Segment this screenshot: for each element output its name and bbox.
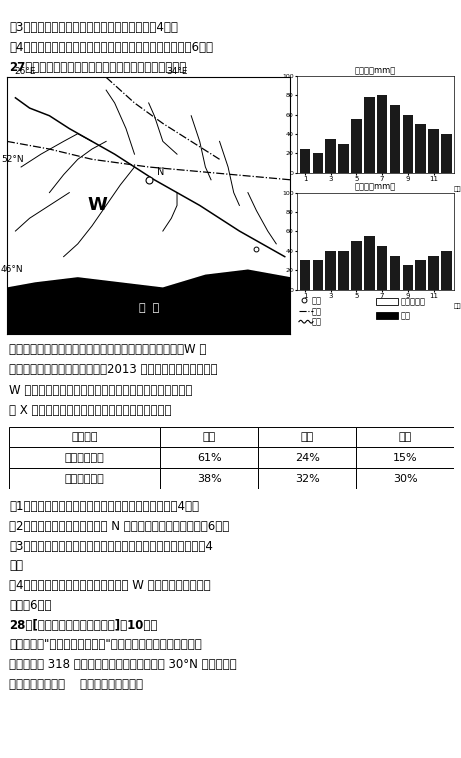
Title: 降水量（mm）: 降水量（mm） bbox=[355, 183, 396, 192]
Text: 甲河流域有大面积的黑土区，干流建有多个梯级水电站．W 国: 甲河流域有大面积的黑土区，干流建有多个梯级水电站．W 国 bbox=[9, 343, 207, 356]
Bar bbox=[377, 246, 387, 290]
Text: 海洋: 海洋 bbox=[401, 312, 411, 321]
Text: N: N bbox=[157, 168, 165, 177]
Text: 34°E: 34°E bbox=[167, 67, 188, 76]
Text: 河流: 河流 bbox=[312, 317, 321, 326]
Bar bbox=[415, 124, 426, 173]
Text: 32%: 32% bbox=[295, 474, 319, 484]
Polygon shape bbox=[7, 77, 290, 287]
Bar bbox=[356, 447, 454, 468]
Text: 春季: 春季 bbox=[203, 432, 216, 442]
Bar bbox=[428, 255, 439, 290]
Polygon shape bbox=[7, 269, 290, 334]
Bar bbox=[356, 468, 454, 489]
Text: 流量分配: 流量分配 bbox=[71, 432, 98, 442]
Bar bbox=[325, 251, 336, 290]
Bar bbox=[160, 447, 258, 468]
Bar bbox=[300, 149, 310, 173]
Text: 曾是原苏联的工业基地和粮仓．2013 年新疆生产建设兵团等与: 曾是原苏联的工业基地和粮仓．2013 年新疆生产建设兵团等与 bbox=[9, 363, 218, 376]
Text: W: W bbox=[88, 196, 107, 215]
Bar bbox=[160, 468, 258, 489]
Text: 24%: 24% bbox=[295, 453, 320, 463]
Title: 降水量（mm）: 降水量（mm） bbox=[355, 66, 396, 75]
Bar bbox=[351, 241, 362, 290]
Text: 黑  海: 黑 海 bbox=[139, 303, 159, 313]
Bar bbox=[415, 261, 426, 290]
Text: （4）简述当地从中国公司兴建剑麻农场中获得的利益．（6分）: （4）简述当地从中国公司兴建剑麻农场中获得的利益．（6分） bbox=[9, 41, 213, 54]
Text: 如图所示的"中国人的景观大道"是指从上海一直延伸到西藏樟: 如图所示的"中国人的景观大道"是指从上海一直延伸到西藏樟 bbox=[9, 638, 202, 651]
Text: （月）: （月） bbox=[454, 303, 461, 309]
Bar bbox=[428, 129, 439, 173]
Text: 27．如图示意世界某区域，阅读材料，回答下列问题．: 27．如图示意世界某区域，阅读材料，回答下列问题． bbox=[9, 61, 186, 74]
Bar bbox=[441, 134, 452, 173]
Bar bbox=[441, 251, 452, 290]
Bar bbox=[313, 153, 323, 173]
Text: 响．（6分）: 响．（6分） bbox=[9, 599, 52, 612]
Text: （月）: （月） bbox=[454, 186, 461, 192]
Text: 30%: 30% bbox=[393, 474, 418, 484]
Text: 52°N: 52°N bbox=[1, 155, 24, 164]
Bar bbox=[377, 96, 387, 173]
Text: 城市: 城市 bbox=[312, 296, 321, 305]
Text: （3）说明剑麻收割后需要及时加工的原因．（4分）: （3）说明剑麻收割后需要及时加工的原因．（4分） bbox=[9, 21, 178, 34]
Bar bbox=[300, 261, 310, 290]
Bar bbox=[258, 447, 356, 468]
Text: 冬季: 冬季 bbox=[398, 432, 412, 442]
Bar bbox=[258, 468, 356, 489]
Bar bbox=[9, 468, 160, 489]
Text: 46°N: 46°N bbox=[1, 265, 24, 274]
Bar bbox=[351, 120, 362, 173]
Text: 条带状景观长廊．    读图回答下列问题．: 条带状景观长廊． 读图回答下列问题． bbox=[9, 678, 143, 691]
Text: （3）与新疆比，分析甲河流域发展种植业更为有利的条件．（4: （3）与新疆比，分析甲河流域发展种植业更为有利的条件．（4 bbox=[9, 540, 213, 553]
Bar bbox=[9, 447, 160, 468]
Text: 26°E: 26°E bbox=[15, 67, 36, 76]
Bar bbox=[390, 255, 400, 290]
Text: 15%: 15% bbox=[393, 453, 418, 463]
Bar bbox=[338, 144, 349, 173]
Bar bbox=[160, 427, 258, 447]
Text: 38%: 38% bbox=[197, 474, 222, 484]
Text: （2）说明甲河径流量主要来自 N 市以上河段的自然原因．（6分）: （2）说明甲河径流量主要来自 N 市以上河段的自然原因．（6分） bbox=[9, 520, 230, 533]
Bar bbox=[376, 312, 398, 319]
Text: 分）: 分） bbox=[9, 559, 23, 572]
Bar bbox=[364, 236, 374, 290]
Bar bbox=[402, 114, 413, 173]
Text: 水库、湖泊: 水库、湖泊 bbox=[401, 297, 426, 306]
Bar bbox=[313, 261, 323, 290]
Bar bbox=[376, 298, 398, 305]
Text: （4）简析甲河干流开发梯级水电站对 W 国农业生产的有利影: （4）简析甲河干流开发梯级水电站对 W 国农业生产的有利影 bbox=[9, 579, 211, 592]
Bar bbox=[356, 427, 454, 447]
Text: （1）说出甲河流域的地势特点，并指出判断依据．（4分）: （1）说出甲河流域的地势特点，并指出判断依据．（4分） bbox=[9, 500, 199, 513]
Text: 开发前的比例: 开发前的比例 bbox=[65, 453, 105, 463]
Bar bbox=[9, 427, 160, 447]
Text: 木友谊桥的 318 国道．该景观大道大致分布在 30°N 附近，是一: 木友谊桥的 318 国道．该景观大道大致分布在 30°N 附近，是一 bbox=[9, 658, 237, 671]
Text: 国界: 国界 bbox=[312, 307, 321, 316]
Bar bbox=[338, 251, 349, 290]
Text: 夏秋: 夏秋 bbox=[301, 432, 314, 442]
Bar bbox=[364, 97, 374, 173]
Text: 开发后的比例: 开发后的比例 bbox=[65, 474, 105, 484]
Text: 28．[地理－－选修：旅游地理]（10分）: 28．[地理－－选修：旅游地理]（10分） bbox=[9, 619, 158, 631]
Text: 61%: 61% bbox=[197, 453, 222, 463]
Bar bbox=[402, 265, 413, 290]
Text: W 国有关方面签署协议，可在甲河流域大规模种植粮食．: W 国有关方面签署协议，可在甲河流域大规模种植粮食． bbox=[9, 384, 193, 396]
Text: 表 X 干流梯级水电站开发前后的甲河流量分配比例: 表 X 干流梯级水电站开发前后的甲河流量分配比例 bbox=[9, 404, 171, 417]
Bar bbox=[258, 427, 356, 447]
Bar bbox=[325, 139, 336, 173]
Bar bbox=[390, 105, 400, 173]
